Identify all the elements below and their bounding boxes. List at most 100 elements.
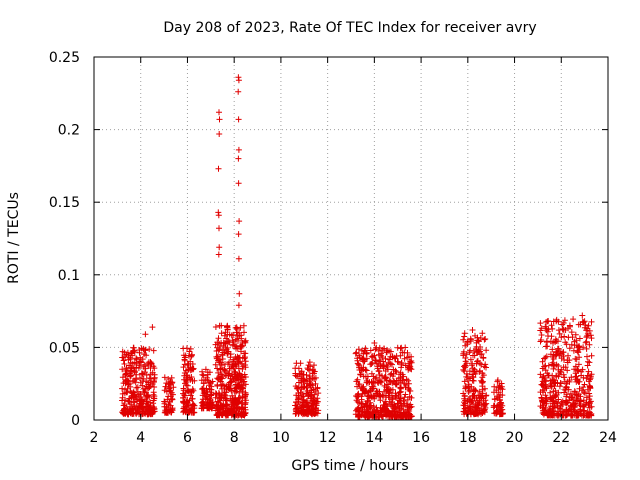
data-point	[299, 396, 306, 403]
data-point	[586, 382, 593, 389]
data-point	[212, 361, 219, 368]
x-tick-label: 12	[319, 430, 337, 446]
data-point	[561, 374, 567, 381]
data-point	[119, 397, 126, 404]
data-point	[145, 363, 152, 369]
data-point	[394, 400, 401, 407]
data-point	[241, 350, 248, 357]
data-point	[234, 345, 241, 352]
data-point	[225, 412, 232, 419]
data-point	[133, 384, 140, 391]
data-point	[235, 116, 242, 123]
data-point	[391, 409, 398, 416]
data-point	[563, 397, 569, 404]
data-point	[213, 353, 220, 360]
data-point	[122, 353, 129, 360]
data-point	[552, 392, 558, 399]
data-point	[561, 317, 568, 324]
data-point	[235, 302, 242, 309]
data-point	[146, 407, 153, 414]
data-point	[356, 381, 363, 388]
data-point	[216, 244, 223, 251]
data-point	[567, 390, 574, 397]
data-point	[471, 347, 477, 354]
data-point	[537, 338, 544, 345]
data-point	[580, 397, 587, 404]
data-point	[229, 362, 235, 369]
data-point	[475, 401, 482, 408]
data-point	[478, 405, 485, 412]
data-point	[216, 346, 223, 353]
y-tick-label: 0	[71, 413, 80, 429]
data-point	[462, 385, 469, 392]
data-point	[199, 386, 205, 392]
data-point	[295, 395, 302, 402]
data-point	[362, 366, 369, 373]
data-point	[143, 372, 150, 378]
data-point	[149, 324, 156, 331]
data-point	[583, 338, 590, 345]
data-point	[383, 377, 390, 384]
data-point	[235, 146, 242, 153]
data-point	[240, 411, 247, 418]
data-point	[230, 411, 237, 417]
data-point	[577, 398, 584, 405]
data-point	[580, 319, 587, 326]
data-point	[242, 358, 249, 365]
data-point	[166, 385, 173, 392]
data-point	[376, 368, 383, 375]
data-point	[578, 368, 585, 375]
data-point	[189, 402, 196, 409]
data-point	[573, 396, 580, 402]
data-point	[384, 387, 391, 394]
data-point	[119, 366, 126, 373]
data-point	[558, 366, 565, 373]
y-axis-label: ROTI / TECUs	[6, 192, 22, 284]
data-point	[379, 354, 386, 361]
data-point	[216, 109, 222, 116]
data-point	[235, 180, 242, 187]
data-point	[119, 374, 126, 381]
data-point	[127, 373, 134, 380]
data-point	[225, 361, 231, 368]
data-point	[542, 392, 549, 399]
data-point	[198, 377, 205, 384]
data-point	[549, 372, 556, 379]
data-point	[298, 384, 305, 391]
data-point	[310, 401, 317, 408]
y-tick-label: 0.25	[49, 50, 80, 66]
data-point	[389, 379, 396, 386]
data-point	[568, 329, 575, 336]
data-point	[584, 353, 590, 360]
data-point	[408, 403, 415, 410]
data-point	[564, 367, 571, 374]
data-point	[150, 347, 157, 354]
data-point	[236, 329, 243, 336]
x-tick-label: 6	[183, 430, 192, 446]
data-point	[396, 397, 403, 404]
data-point	[466, 387, 473, 394]
data-point	[199, 392, 206, 399]
data-point	[539, 378, 546, 385]
data-point	[353, 378, 360, 385]
data-point	[574, 408, 581, 415]
data-point	[556, 330, 563, 337]
data-point	[119, 385, 126, 392]
data-point	[215, 409, 222, 416]
data-point	[242, 364, 249, 371]
data-point	[483, 392, 490, 399]
data-point	[360, 373, 367, 380]
data-point	[575, 321, 582, 328]
data-point	[185, 360, 192, 367]
data-point	[493, 408, 500, 415]
data-point	[383, 384, 390, 391]
data-point	[150, 404, 157, 410]
data-point	[550, 388, 557, 395]
data-point	[239, 374, 246, 381]
data-point	[401, 355, 408, 362]
data-point	[587, 398, 594, 405]
data-point	[218, 382, 225, 389]
data-point	[133, 356, 140, 363]
data-point	[238, 405, 245, 412]
data-point	[393, 381, 400, 388]
